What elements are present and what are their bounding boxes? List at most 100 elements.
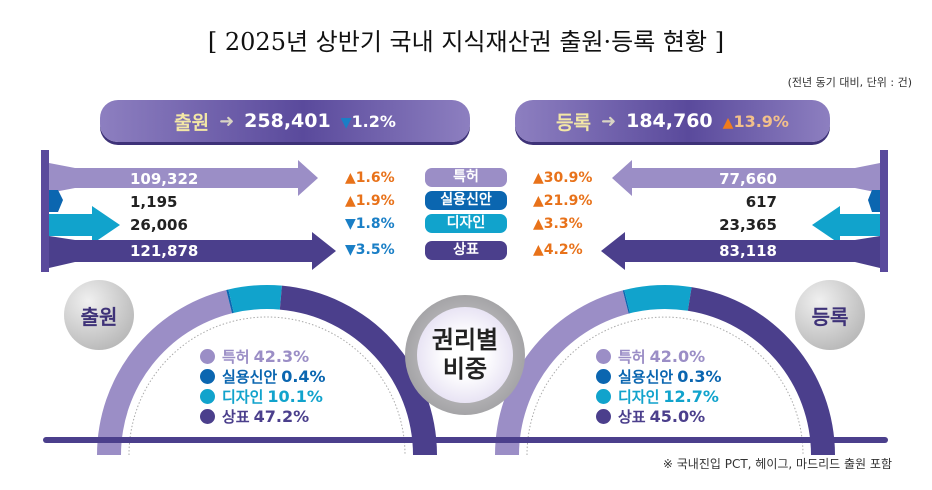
- footnote: ※ 국내진입 PCT, 헤이그, 마드리드 출원 포함: [662, 457, 892, 471]
- up-triangle-icon: ▲: [722, 115, 734, 131]
- utility-app-arrow: [49, 190, 63, 212]
- label-utility: 실용신안: [425, 191, 507, 210]
- legend-dot-icon: [200, 408, 215, 424]
- registration-banner: 등록 ➜ 184,760 ▲13.9%: [515, 100, 830, 142]
- legend-dot-icon: [596, 408, 611, 424]
- app-design-change: ▼1.8%: [345, 216, 395, 232]
- registration-change: 13.9%: [733, 112, 789, 131]
- legend-label: 특허: [618, 347, 646, 366]
- legend-label: 상표: [618, 407, 646, 426]
- legend-pct: 0.3%: [677, 366, 722, 386]
- application-label: 출원: [174, 111, 210, 134]
- app-design-value: 26,006: [130, 216, 188, 234]
- registration-share-legend: 특허 42.0% 실용신안 0.3% 디자인 12.7% 상표 45.0%: [596, 346, 722, 426]
- change-value: 4.2%: [543, 242, 583, 258]
- reg-patent-value: 77,660: [719, 170, 777, 188]
- change-value: 30.9%: [543, 170, 593, 186]
- legend-pct: 45.0%: [649, 406, 706, 426]
- legend-item-design: 디자인 10.1%: [200, 386, 326, 406]
- page-title: [ 2025년 상반기 국내 지식재산권 출원·등록 현황 ]: [207, 28, 725, 56]
- patent-reg-arrow: [612, 160, 880, 196]
- change-value: 1.8%: [355, 216, 395, 232]
- legend-dot-icon: [200, 388, 215, 404]
- application-total: 258,401: [244, 110, 331, 132]
- change-value: 1.9%: [355, 193, 395, 209]
- up-triangle-icon: ▲: [533, 170, 544, 186]
- app-trademark-change: ▼3.5%: [345, 242, 395, 258]
- baseline: [43, 437, 888, 443]
- unit-note: (전년 동기 대비, 단위 : 건): [787, 76, 912, 89]
- trademark-app-arrow: [49, 232, 336, 270]
- legend-pct: 42.0%: [649, 346, 706, 366]
- legend-dot-icon: [596, 368, 611, 384]
- reg-utility-value: 617: [745, 193, 777, 211]
- app-patent-change: ▲1.6%: [345, 170, 395, 186]
- application-share-legend: 특허 42.3% 실용신안 0.4% 디자인 10.1% 상표 47.2%: [200, 346, 326, 426]
- legend-label: 상표: [222, 407, 250, 426]
- legend-label: 실용신안: [618, 367, 674, 386]
- legend-dot-icon: [596, 388, 611, 404]
- arrow-right-icon: ➜: [601, 110, 617, 132]
- center-label-line1: 권리별: [431, 326, 499, 354]
- down-triangle-icon: ▼: [345, 216, 356, 232]
- application-inner-dotted-ring: [128, 316, 406, 456]
- registration-label: 등록: [556, 111, 592, 134]
- legend-pct: 10.1%: [267, 386, 323, 406]
- app-patent-value: 109,322: [130, 170, 199, 188]
- patent-app-arrow: [49, 160, 318, 196]
- legend-pct: 0.4%: [281, 366, 326, 386]
- reg-design-change: ▲3.3%: [533, 216, 583, 232]
- application-banner: 출원 ➜ 258,401 ▼1.2%: [100, 100, 470, 142]
- change-value: 3.3%: [543, 216, 583, 232]
- label-design: 디자인: [425, 214, 507, 233]
- change-value: 3.5%: [355, 242, 395, 258]
- trademark-reg-arrow: [601, 232, 880, 270]
- up-triangle-icon: ▲: [533, 242, 544, 258]
- up-triangle-icon: ▲: [345, 170, 356, 186]
- up-triangle-icon: ▲: [345, 193, 356, 209]
- design-reg-arrow: [812, 206, 880, 244]
- down-triangle-icon: ▼: [340, 115, 352, 131]
- legend-item-design: 디자인 12.7%: [596, 386, 722, 406]
- legend-label: 디자인: [618, 387, 660, 406]
- change-value: 21.9%: [543, 193, 593, 209]
- reg-design-value: 23,365: [719, 216, 777, 234]
- application-badge: 출원: [64, 280, 134, 350]
- up-triangle-icon: ▲: [533, 193, 544, 209]
- legend-dot-icon: [200, 348, 215, 364]
- app-utility-value: 1,195: [130, 193, 178, 211]
- reg-patent-change: ▲30.9%: [533, 170, 592, 186]
- reg-trademark-value: 83,118: [719, 242, 777, 260]
- legend-label: 특허: [222, 347, 250, 366]
- up-triangle-icon: ▲: [533, 216, 544, 232]
- design-app-arrow: [49, 206, 120, 244]
- legend-item-patent: 특허 42.0%: [596, 346, 722, 366]
- legend-item-trademark: 상표 45.0%: [596, 406, 722, 426]
- right-bar: [880, 150, 888, 272]
- legend-item-utility: 실용신안 0.4%: [200, 366, 326, 386]
- legend-item-utility: 실용신안 0.3%: [596, 366, 722, 386]
- legend-pct: 42.3%: [253, 346, 310, 366]
- registration-badge: 등록: [795, 280, 865, 350]
- legend-dot-icon: [200, 368, 215, 384]
- legend-item-patent: 특허 42.3%: [200, 346, 326, 366]
- reg-trademark-change: ▲4.2%: [533, 242, 583, 258]
- left-bar: [41, 150, 49, 272]
- registration-share-utility: [622, 289, 631, 314]
- legend-pct: 47.2%: [253, 406, 310, 426]
- reg-utility-change: ▲21.9%: [533, 193, 592, 209]
- change-value: 1.6%: [355, 170, 395, 186]
- app-trademark-value: 121,878: [130, 242, 199, 260]
- legend-label: 실용신안: [222, 367, 278, 386]
- label-trademark: 상표: [425, 241, 507, 260]
- app-utility-change: ▲1.9%: [345, 193, 395, 209]
- center-label-line2: 비중: [442, 355, 488, 383]
- registration-share-design: [624, 285, 692, 314]
- label-patent: 특허: [425, 168, 507, 187]
- registration-total: 184,760: [626, 110, 713, 132]
- utility-reg-arrow: [868, 190, 880, 212]
- center-badge: 권리별 비중: [405, 295, 525, 415]
- application-change: 1.2%: [351, 112, 396, 131]
- legend-label: 디자인: [222, 387, 264, 406]
